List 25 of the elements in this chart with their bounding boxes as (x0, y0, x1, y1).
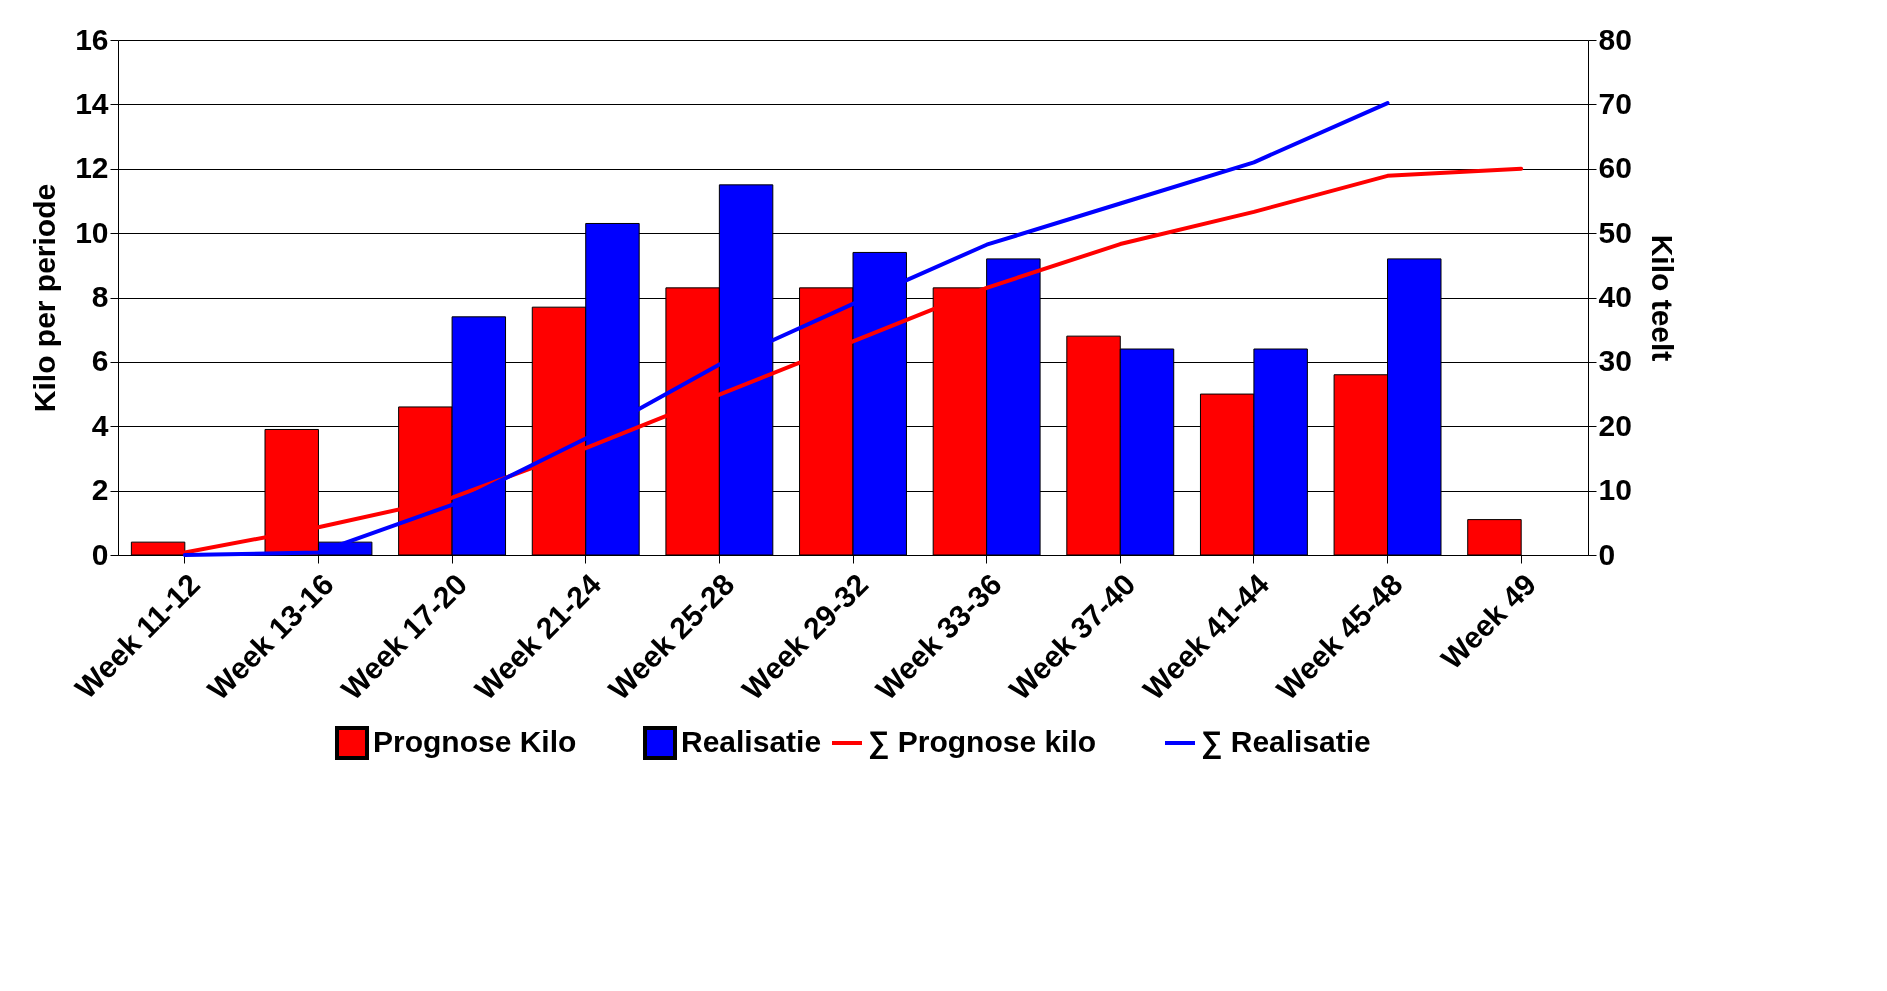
legend-label: Prognose Kilo (373, 725, 577, 758)
legend-label: ∑ Prognose kilo (868, 725, 1097, 759)
y2-tick-label: 50 (1598, 215, 1632, 249)
y-tick-label: 8 (91, 280, 109, 313)
y2-tick-label: 40 (1598, 280, 1632, 313)
y-tick-label: 4 (91, 408, 109, 442)
y-tick-label: 16 (75, 22, 109, 56)
legend-label: Realisatie (681, 725, 822, 758)
y2-tick-label: 80 (1598, 22, 1632, 56)
y-tick-label: 0 (91, 537, 109, 571)
y-tick-label: 2 (91, 473, 109, 507)
y2-tick-label: 20 (1598, 408, 1632, 442)
y2-tick-label: 60 (1598, 151, 1632, 185)
y-tick-label: 6 (91, 344, 109, 378)
y2-tick-label: 30 (1598, 344, 1632, 378)
y-axis-title: Kilo per periode (28, 183, 62, 413)
y2-axis-title: Kilo teelt (1645, 234, 1679, 362)
y2-tick-label: 10 (1598, 473, 1632, 507)
legend-label: ∑ Realisatie (1201, 725, 1371, 759)
y-tick-label: 10 (75, 215, 109, 249)
y-tick-label: 12 (75, 151, 109, 185)
y-tick-label: 14 (75, 86, 109, 120)
line-series (182, 101, 1390, 557)
y2-tick-label: 0 (1598, 537, 1616, 571)
y2-tick-label: 70 (1598, 86, 1632, 120)
